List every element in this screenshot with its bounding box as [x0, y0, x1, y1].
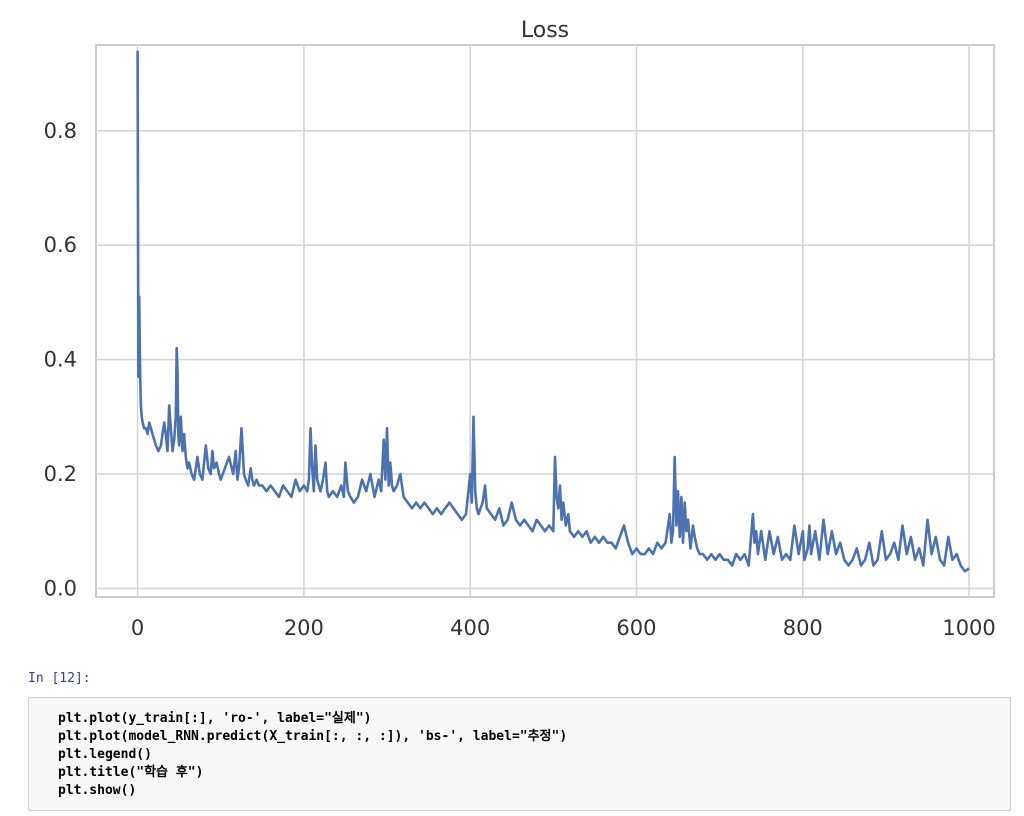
code-line: plt.legend()	[58, 747, 152, 762]
code-line: plt.plot(model_RNN.predict(X_train[:, :,…	[58, 729, 568, 744]
y-tick-label: 0.6	[44, 233, 77, 257]
cell-prompt: In [12]:	[28, 671, 91, 686]
code-line: plt.plot(y_train[:], 'ro-', label="실제")	[58, 711, 372, 726]
y-tick-label: 0.8	[44, 119, 77, 143]
code-cell[interactable]: plt.plot(y_train[:], 'ro-', label="실제") …	[28, 697, 1011, 811]
loss-plot-output: Loss 0 200 400 600 800 1000 0.0 0.2 0.4 0.6 0.8	[44, 18, 996, 640]
x-tick-label: 0	[131, 616, 144, 640]
plot-frame	[95, 44, 995, 598]
y-axis-ticks: 0.0 0.2 0.4 0.6 0.8	[44, 119, 77, 601]
loss-series-line	[136, 50, 970, 573]
x-tick-label: 1000	[942, 616, 995, 640]
code-line: plt.show()	[58, 783, 137, 798]
x-tick-label: 600	[616, 616, 656, 640]
series-layer	[136, 50, 970, 573]
y-tick-label: 0.4	[44, 348, 77, 372]
x-tick-label: 800	[783, 616, 823, 640]
code-line: plt.title("학습 후")	[58, 765, 204, 780]
y-tick-label: 0.0	[44, 576, 77, 600]
grid	[96, 45, 994, 597]
x-tick-label: 200	[284, 616, 324, 640]
chart-title: Loss	[521, 18, 569, 43]
loss-chart: Loss 0 200 400 600 800 1000 0.0 0.2 0.4 0.6 0.8	[44, 18, 996, 640]
x-axis-ticks: 0 200 400 600 800 1000	[131, 616, 996, 640]
x-tick-label: 400	[450, 616, 490, 640]
y-tick-label: 0.2	[44, 462, 77, 486]
